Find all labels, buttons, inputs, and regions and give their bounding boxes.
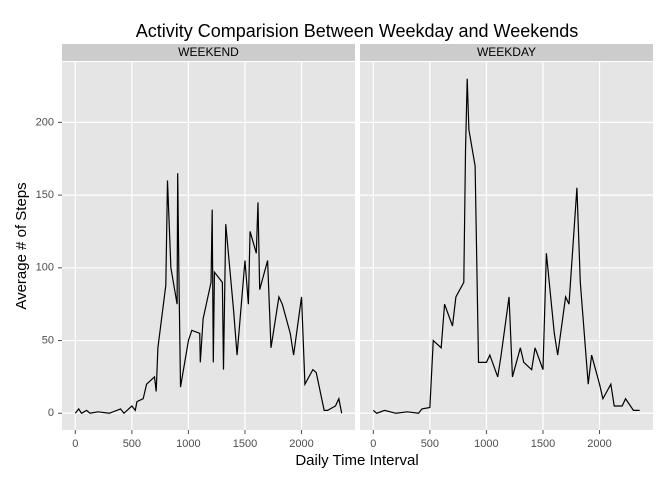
y-axis-label: Average # of Steps: [13, 182, 30, 309]
y-tick-label: 0: [48, 407, 54, 419]
y-tick-label: 50: [42, 334, 54, 346]
strip: [62, 44, 355, 61]
x-tick-label: 1000: [474, 438, 498, 450]
panel-background: [360, 62, 653, 430]
strip-label: WEEKDAY: [477, 45, 536, 59]
x-tick-label: 2000: [587, 438, 611, 450]
strip-label: WEEKEND: [178, 45, 239, 59]
x-tick-label: 1000: [176, 438, 200, 450]
line: [74, 173, 343, 415]
line: [372, 78, 640, 414]
chart-title: Activity Comparision Between Weekday and…: [136, 21, 579, 41]
y-tick-label: 200: [36, 116, 54, 128]
strip: [360, 44, 653, 61]
y-tick-label: 100: [36, 262, 54, 274]
x-tick-label: 500: [123, 438, 141, 450]
x-tick-label: 0: [370, 438, 376, 450]
panel-background: [62, 62, 355, 430]
x-tick-label: 2000: [289, 438, 313, 450]
x-tick-label: 1500: [233, 438, 257, 450]
x-tick-label: 1500: [531, 438, 555, 450]
x-tick-label: 0: [72, 438, 78, 450]
x-tick-label: 500: [421, 438, 439, 450]
x-axis-label: Daily Time Interval: [295, 452, 418, 469]
y-tick-label: 150: [36, 189, 54, 201]
